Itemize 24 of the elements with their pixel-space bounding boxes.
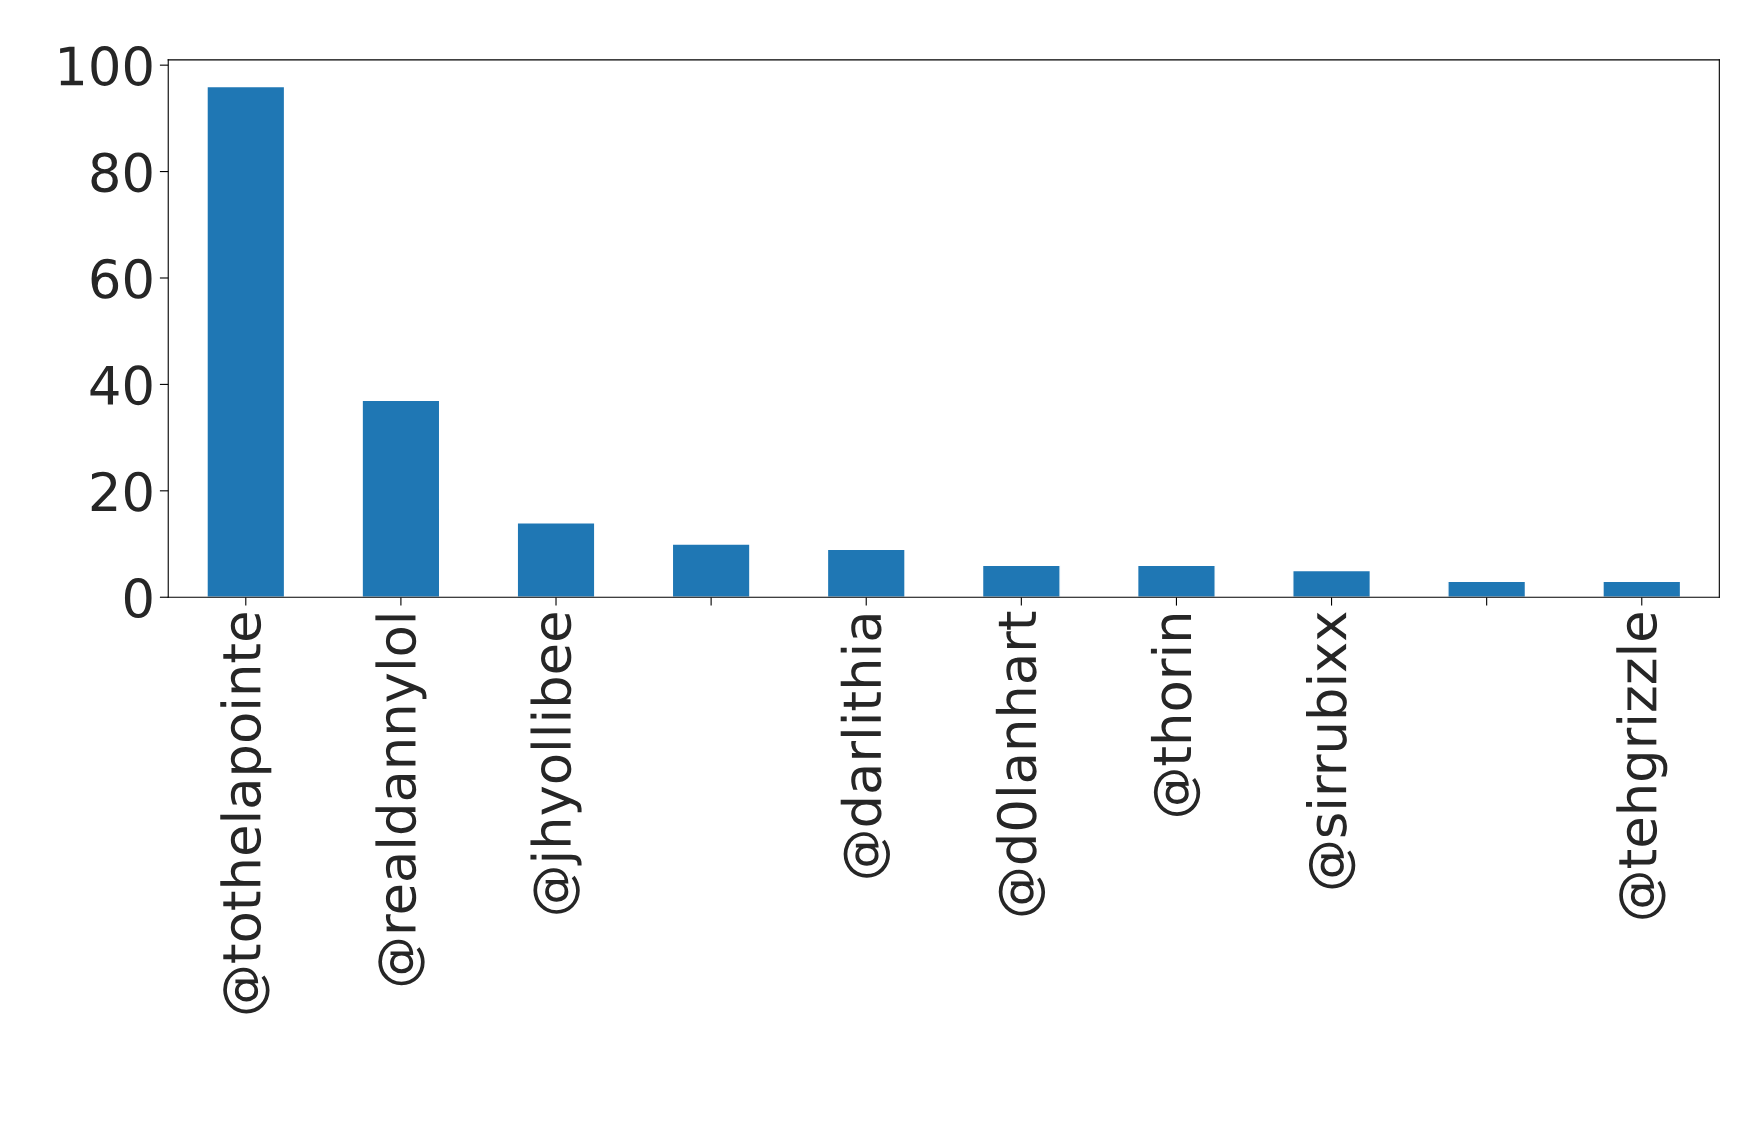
bar (1136, 564, 1216, 598)
y-tick-label: 20 (91, 471, 152, 512)
y-tick-label: 80 (91, 152, 152, 193)
bar (826, 548, 906, 598)
y-tick-label: 100 (60, 46, 152, 86)
bar (516, 522, 596, 598)
x-tick-label: @jhyollibee (530, 613, 582, 914)
bar (1292, 569, 1372, 598)
y-tick-label: 0 (124, 578, 152, 619)
bar (1602, 580, 1682, 598)
x-tick-label: @sirrubixx (1306, 612, 1356, 889)
bar (1447, 580, 1527, 598)
x-tick-label: @tothelapointe (220, 613, 272, 1014)
x-tick-label: @d0lanhart (995, 611, 1046, 916)
bar (361, 399, 441, 598)
bar (671, 543, 751, 598)
y-tick-label: 40 (90, 365, 152, 406)
bar (206, 85, 286, 598)
bar (981, 564, 1061, 598)
x-tick-label: @realdannylol (375, 615, 427, 986)
x-tick-label: @thorin (1150, 614, 1201, 816)
x-tick-label: @darlithia (840, 615, 890, 878)
y-tick-label: 60 (91, 258, 152, 299)
x-tick-label: @tehgrizzle (1616, 613, 1668, 919)
